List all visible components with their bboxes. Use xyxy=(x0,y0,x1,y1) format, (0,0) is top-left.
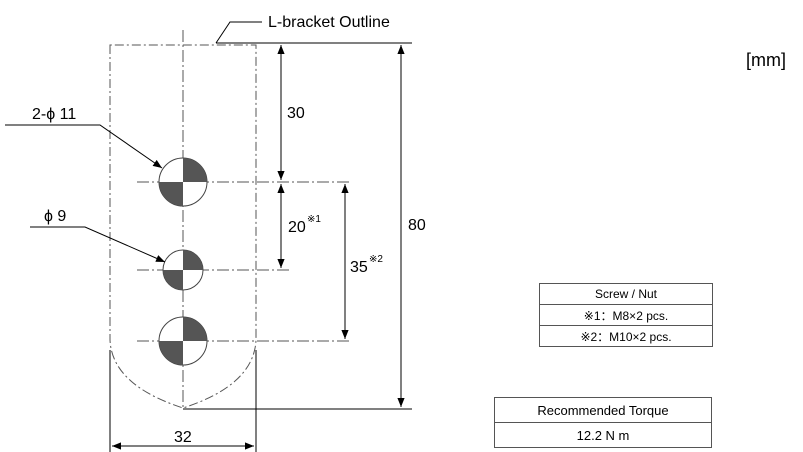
dimension-lines xyxy=(112,45,405,450)
dim-35-note: ※2 xyxy=(369,254,383,265)
dim-35-label: 35 xyxy=(350,259,368,276)
screw-nut-table: Screw / Nut ※1：M8×2 pcs. ※2：M10×2 pcs. xyxy=(539,283,713,347)
unit-label: [mm] xyxy=(746,50,786,70)
screw-table-header: Screw / Nut xyxy=(539,283,713,305)
dim-20-note: ※1 xyxy=(307,214,321,225)
hole-upper xyxy=(158,157,208,207)
dim-30-label: 30 xyxy=(287,105,305,122)
hole-middle xyxy=(162,249,204,291)
leader-lines xyxy=(5,21,262,263)
dim-20-label: 20 xyxy=(288,219,306,236)
torque-table-header: Recommended Torque xyxy=(494,397,712,423)
small-hole-leader xyxy=(30,226,166,263)
dim-32-label: 32 xyxy=(174,429,192,446)
torque-table-value: 12.2 N m xyxy=(494,422,712,448)
outline-label: L-bracket Outline xyxy=(268,14,390,31)
screw-table-row-2: ※2：M10×2 pcs. xyxy=(539,325,713,347)
small-hole-label: ϕ 9 xyxy=(44,208,66,225)
torque-table: Recommended Torque 12.2 N m xyxy=(494,397,712,448)
large-hole-leader xyxy=(5,124,163,169)
large-hole-label: 2-ϕ 11 xyxy=(32,106,76,123)
bracket-outline xyxy=(109,44,257,409)
hole-lower xyxy=(158,316,208,366)
outline-leader xyxy=(215,21,262,44)
dim-80-label: 80 xyxy=(408,217,426,234)
screw-table-row-1: ※1：M8×2 pcs. xyxy=(539,304,713,326)
extension-lines xyxy=(109,42,412,452)
